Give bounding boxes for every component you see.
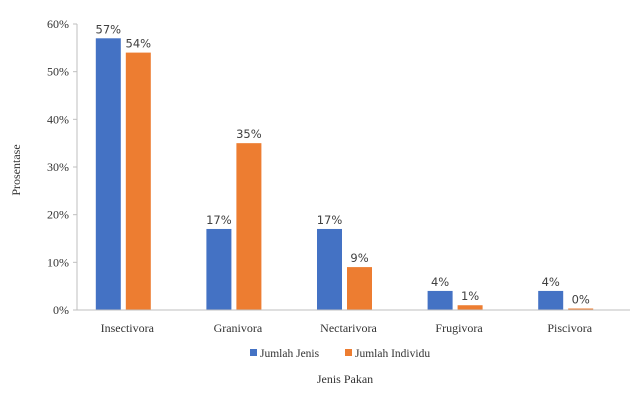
x-tick-label: Piscivora	[547, 321, 592, 335]
legend-label: Jumlah Jenis	[260, 348, 320, 360]
y-axis: 0% 10% 20% 30% 40% 50% 60%	[47, 17, 78, 317]
legend-swatch	[345, 349, 352, 356]
y-axis-title: Prosentase	[9, 144, 23, 195]
data-label: 35%	[236, 127, 262, 141]
bar-jumlah-jenis	[427, 290, 453, 310]
x-tick-label: Granivora	[214, 321, 263, 335]
legend-label: Jumlah Individu	[355, 348, 430, 360]
bar-jumlah-jenis	[95, 38, 121, 311]
x-tick-label: Frugivora	[435, 321, 483, 335]
y-tick-label: 10%	[47, 255, 69, 269]
bar-jumlah-jenis	[317, 228, 342, 310]
data-label: 54%	[126, 37, 152, 51]
bar-jumlah-individu	[457, 305, 483, 310]
data-label: 17%	[317, 213, 343, 227]
data-label: 0%	[572, 293, 590, 307]
data-label: 57%	[96, 22, 122, 36]
y-tick-label: 50%	[47, 65, 69, 79]
bar-jumlah-individu	[236, 143, 262, 310]
legend: Jumlah Jenis Jumlah Individu	[250, 348, 430, 360]
legend-swatch	[250, 349, 257, 356]
bar-jumlah-individu	[125, 52, 151, 310]
y-tick-label: 30%	[47, 160, 69, 174]
x-axis-title: Jenis Pakan	[317, 372, 373, 386]
data-label: 17%	[206, 213, 232, 227]
bar-jumlah-individu	[347, 267, 372, 310]
bar-jumlah-jenis	[538, 290, 564, 310]
data-label: 9%	[350, 251, 368, 265]
data-label: 4%	[542, 275, 560, 289]
y-tick-label: 20%	[47, 208, 69, 222]
y-tick-label: 40%	[47, 112, 69, 126]
x-tick-label: Insectivora	[101, 321, 155, 335]
x-axis: Insectivora Granivora Nectarivora Frugivora…	[77, 309, 630, 335]
y-tick-label: 60%	[47, 17, 69, 31]
bars: 57% 54% 17% 35% 17% 9% 4% 1% 4% 0%	[95, 22, 594, 311]
x-tick-label: Nectarivora	[320, 321, 377, 335]
data-label: 1%	[461, 289, 479, 303]
bar-jumlah-individu	[568, 308, 594, 310]
y-tick-label: 0%	[53, 303, 69, 317]
data-label: 4%	[431, 275, 449, 289]
bar-jumlah-jenis	[206, 228, 232, 310]
